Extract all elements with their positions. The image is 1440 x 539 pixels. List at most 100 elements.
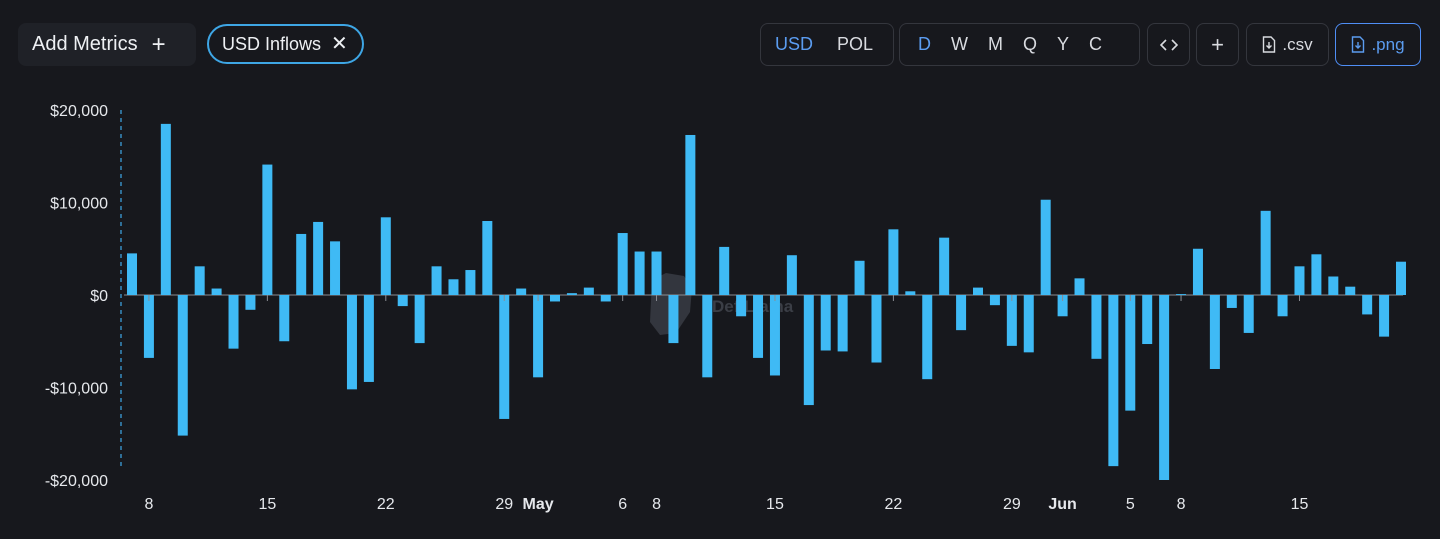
- bar[interactable]: [1023, 295, 1034, 353]
- bar[interactable]: [583, 287, 594, 295]
- bar[interactable]: [922, 295, 933, 380]
- bar[interactable]: [499, 295, 510, 419]
- period-option-year[interactable]: Y: [1057, 34, 1070, 54]
- bar[interactable]: [820, 295, 831, 351]
- bar[interactable]: [533, 295, 544, 378]
- metric-chip-usd-inflows[interactable]: USD Inflows ✕: [207, 24, 364, 64]
- bar[interactable]: [1142, 295, 1153, 345]
- bar[interactable]: [262, 164, 273, 295]
- x-tick-label: 29: [495, 496, 513, 513]
- bar[interactable]: [719, 246, 730, 295]
- bar[interactable]: [786, 255, 797, 295]
- period-option-quarter[interactable]: Q: [1023, 34, 1038, 54]
- bar[interactable]: [1057, 295, 1068, 317]
- bar[interactable]: [550, 295, 560, 302]
- bar[interactable]: [1091, 295, 1102, 359]
- bar[interactable]: [888, 229, 899, 295]
- bar[interactable]: [465, 270, 476, 295]
- bar[interactable]: [177, 295, 188, 436]
- bar[interactable]: [431, 266, 442, 295]
- bar[interactable]: [736, 295, 747, 317]
- bar[interactable]: [871, 295, 882, 363]
- bar[interactable]: [1226, 295, 1237, 308]
- bar[interactable]: [1277, 295, 1288, 317]
- bar[interactable]: [1125, 295, 1136, 411]
- file-download-icon: [1263, 36, 1276, 53]
- bar[interactable]: [279, 295, 290, 342]
- y-tick-label: -$10,000: [45, 381, 108, 398]
- add-metrics-label: Add Metrics: [32, 33, 138, 55]
- bar[interactable]: [1260, 210, 1271, 295]
- bar[interactable]: [245, 295, 256, 310]
- currency-option-usd[interactable]: USD: [775, 34, 814, 54]
- bar[interactable]: [1294, 266, 1305, 295]
- bar[interactable]: [448, 279, 459, 295]
- bar[interactable]: [1243, 295, 1254, 333]
- bar[interactable]: [1345, 286, 1356, 295]
- close-icon[interactable]: ✕: [331, 33, 348, 55]
- bar[interactable]: [905, 291, 916, 295]
- bar[interactable]: [330, 241, 341, 295]
- bar[interactable]: [685, 134, 696, 296]
- bar[interactable]: [1006, 295, 1017, 346]
- bar[interactable]: [1108, 295, 1119, 467]
- add-chart-button[interactable]: +: [1196, 23, 1239, 66]
- bar[interactable]: [617, 233, 628, 295]
- period-option-cumulative[interactable]: C: [1089, 34, 1103, 54]
- bar[interactable]: [651, 251, 662, 295]
- bar[interactable]: [296, 233, 307, 295]
- bar[interactable]: [1328, 276, 1339, 296]
- currency-option-pol[interactable]: POL: [837, 34, 874, 54]
- bar[interactable]: [769, 295, 780, 376]
- bar[interactable]: [1209, 295, 1220, 369]
- bar[interactable]: [973, 287, 983, 295]
- bar[interactable]: [854, 260, 865, 295]
- bar[interactable]: [956, 295, 967, 331]
- bar[interactable]: [160, 123, 171, 296]
- bar[interactable]: [1396, 261, 1406, 295]
- bar[interactable]: [939, 237, 950, 295]
- bar[interactable]: [668, 295, 679, 344]
- bar[interactable]: [1074, 278, 1085, 295]
- bar[interactable]: [702, 295, 713, 378]
- bar[interactable]: [600, 295, 611, 302]
- y-tick-label: $10,000: [50, 196, 108, 213]
- bar[interactable]: [1379, 295, 1390, 337]
- bar[interactable]: [228, 295, 239, 349]
- period-option-day[interactable]: D: [918, 34, 931, 54]
- csv-label: .csv: [1282, 34, 1313, 54]
- embed-button[interactable]: [1147, 23, 1190, 66]
- png-label: .png: [1371, 34, 1405, 54]
- bar[interactable]: [989, 295, 1000, 306]
- bar[interactable]: [803, 295, 814, 406]
- bar[interactable]: [753, 295, 764, 358]
- bar[interactable]: [313, 221, 324, 295]
- bar[interactable]: [380, 217, 391, 295]
- bar[interactable]: [566, 293, 577, 295]
- bar[interactable]: [1192, 248, 1203, 295]
- bar[interactable]: [837, 295, 848, 352]
- bar[interactable]: [516, 288, 527, 295]
- bar[interactable]: [634, 251, 645, 295]
- bars: [127, 123, 1406, 480]
- bar[interactable]: [1176, 294, 1187, 296]
- bar[interactable]: [346, 295, 357, 390]
- bar[interactable]: [1311, 254, 1322, 295]
- bar[interactable]: [482, 221, 493, 295]
- period-option-month[interactable]: M: [988, 34, 1003, 54]
- period-option-week[interactable]: W: [951, 34, 968, 54]
- bar[interactable]: [143, 295, 154, 358]
- bar[interactable]: [1040, 199, 1051, 295]
- bar[interactable]: [194, 266, 205, 295]
- bar[interactable]: [414, 295, 425, 344]
- bar[interactable]: [397, 295, 408, 307]
- bar[interactable]: [211, 288, 222, 295]
- bar[interactable]: [363, 295, 374, 382]
- x-tick-label: May: [523, 496, 554, 513]
- bar[interactable]: [127, 253, 137, 296]
- bar[interactable]: [1159, 295, 1170, 480]
- add-metrics-button[interactable]: Add Metrics +: [18, 23, 196, 66]
- download-png-button[interactable]: .png: [1335, 23, 1421, 66]
- download-csv-button[interactable]: .csv: [1246, 23, 1329, 66]
- bar[interactable]: [1362, 295, 1373, 315]
